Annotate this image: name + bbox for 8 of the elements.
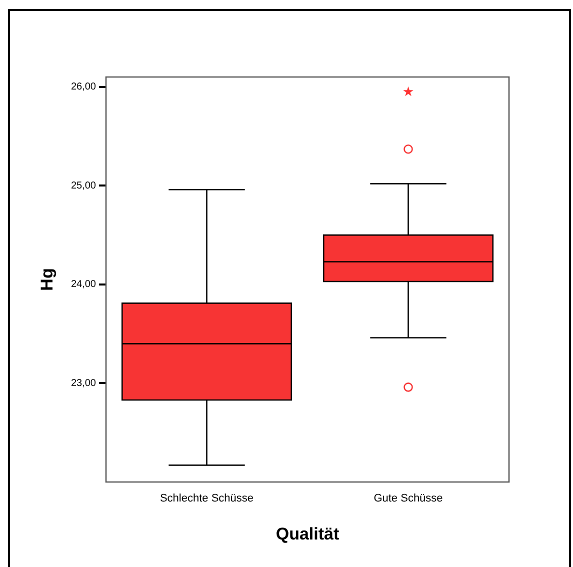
x-axis-title: Qualität (276, 524, 340, 544)
y-tick-label: 26,00 (70, 82, 96, 93)
x-tick-label: Schlechte Schüsse (160, 492, 254, 505)
y-tick-label: 24,00 (70, 279, 96, 290)
y-axis-title: Hg (38, 268, 57, 291)
x-tick-label: Gute Schüsse (374, 492, 443, 505)
y-tick-label: 23,00 (70, 378, 96, 389)
y-tick-label: 25,00 (70, 180, 96, 192)
